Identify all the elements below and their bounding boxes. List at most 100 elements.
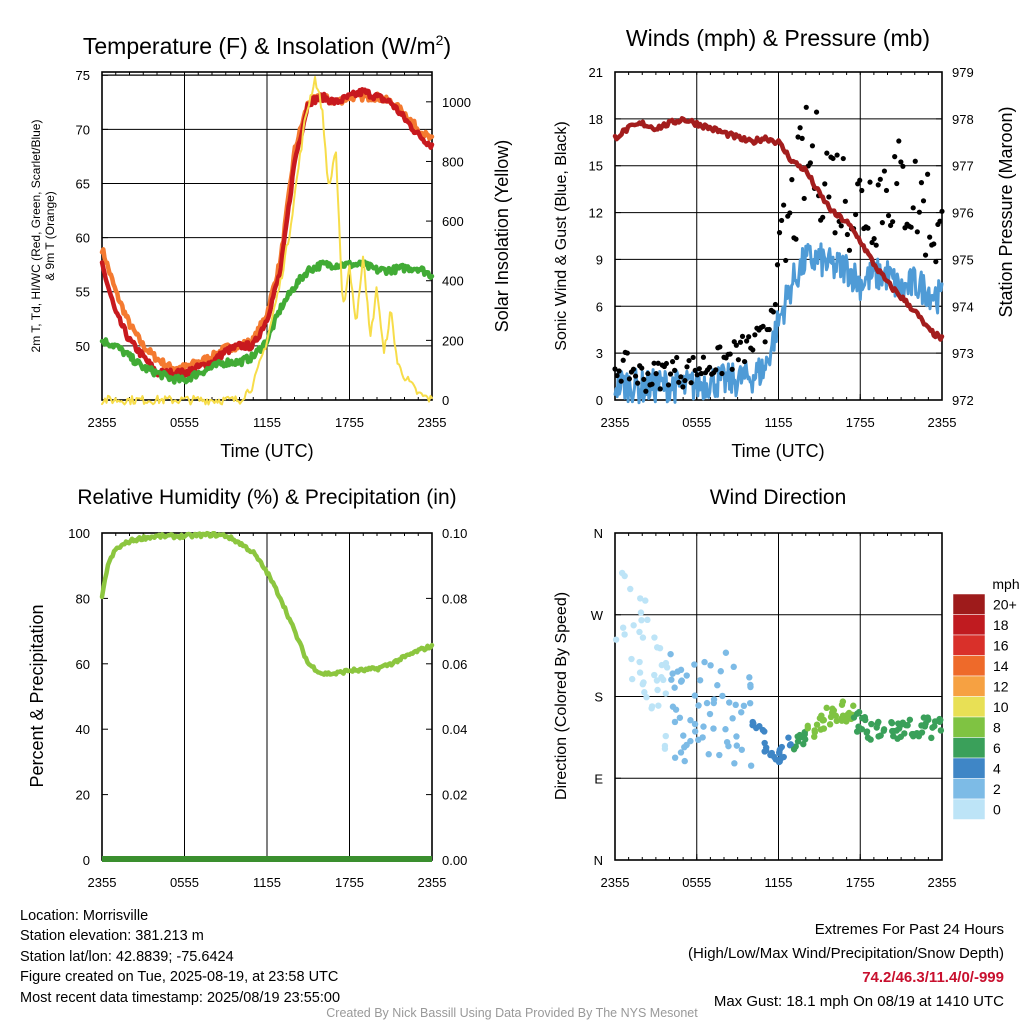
- wind-gust-point: [830, 155, 836, 162]
- wind-gust-point: [744, 338, 750, 344]
- wdir-point: [636, 628, 643, 636]
- rh-x-tick-label: 0555: [170, 875, 199, 890]
- wdir-point: [761, 739, 768, 747]
- temp-y2-tick-label: 1000: [442, 95, 471, 110]
- wdir-point: [630, 622, 637, 629]
- wind-gust-point: [674, 354, 680, 361]
- wdir-point: [844, 711, 852, 718]
- wdir-point: [747, 683, 754, 691]
- wind-gust-point: [645, 370, 651, 377]
- wind-gust-point: [920, 198, 927, 204]
- wdir-point: [651, 671, 658, 679]
- wind-gust-point: [752, 332, 758, 338]
- wind-gust-point: [741, 358, 748, 365]
- wdir-point: [676, 714, 684, 721]
- wdir-y-tick-label: N: [594, 526, 603, 541]
- wind-panel: 2355 0555 1155 1755 2355 0 3 6 9 12 15 18 21 972 973 97…: [553, 25, 1016, 461]
- wdir-x-tick-label: 0555: [682, 875, 711, 890]
- wdir-point: [660, 676, 667, 684]
- rh-y-tick-label: 20: [76, 788, 90, 803]
- wdir-legend-label: 4: [993, 760, 1001, 776]
- wind-y-tick-label: 15: [589, 159, 603, 174]
- wdir-point: [677, 666, 685, 674]
- wind-gust-point: [865, 225, 871, 231]
- rh-y2-tick-label: 0.02: [442, 788, 467, 803]
- wdir-point: [928, 734, 935, 742]
- wind-gust-point: [931, 241, 937, 247]
- station-info: Location: Morrisville Station elevation:…: [20, 906, 340, 1008]
- wdir-point: [662, 732, 669, 740]
- wdir-point: [719, 692, 726, 700]
- wind-gust-point: [783, 257, 789, 264]
- wdir-point: [638, 616, 645, 624]
- wdir-point: [863, 729, 870, 736]
- wind-gust-point: [908, 224, 914, 230]
- wdir-point: [827, 713, 835, 721]
- wdir-point: [811, 727, 818, 734]
- wind-gust-point: [894, 180, 900, 187]
- wind-y2-tick-label: 973: [952, 346, 974, 361]
- temp-chart-title: Temperature (F) & Insolation (W/m2): [83, 32, 451, 59]
- temp-y-tick-label: 55: [76, 285, 90, 300]
- wdir-point: [677, 678, 685, 685]
- wind-gust-point: [824, 150, 830, 156]
- wdir-point: [671, 718, 679, 726]
- extremes-values: 74.2/46.3/11.4/0/-999: [862, 969, 1004, 986]
- wdir-point: [696, 677, 704, 684]
- wind-y2-tick-label: 976: [952, 206, 974, 221]
- wind-gust-point: [672, 367, 678, 373]
- wdir-point: [929, 724, 936, 731]
- wind-gust-point: [807, 160, 813, 166]
- extremes-title: Extremes For Past 24 Hours: [814, 921, 1004, 938]
- wind-gust-point: [883, 187, 890, 194]
- wind-gust-point: [781, 202, 787, 208]
- wind-gust-point: [686, 357, 692, 364]
- wdir-point: [663, 664, 671, 671]
- wind-gust-point: [885, 212, 892, 219]
- wind-gust-point: [776, 229, 783, 236]
- wdir-point: [875, 733, 882, 740]
- wind-gust-point: [900, 163, 906, 169]
- wind-gust-point: [809, 143, 816, 149]
- wind-gust-point: [684, 364, 690, 370]
- wdir-legend-swatch: [952, 757, 986, 779]
- wdir-point: [627, 585, 634, 593]
- wind-gust-point: [678, 374, 684, 380]
- wdir-point: [867, 736, 874, 743]
- wdir-point: [804, 722, 811, 730]
- rh-x-tick-label: 1755: [335, 875, 364, 890]
- wind-gust-point: [803, 104, 809, 110]
- wdir-legend-title: mph: [992, 576, 1019, 592]
- wdir-point: [740, 702, 748, 710]
- wdir-point: [644, 616, 651, 624]
- wdir-point: [908, 731, 916, 738]
- rh-x-tick-label: 2355: [88, 875, 117, 890]
- temp-y2-tick-label: 800: [442, 154, 464, 169]
- wdir-point: [823, 704, 830, 712]
- wdir-point: [641, 689, 648, 696]
- wind-gust-point: [925, 171, 931, 177]
- wdir-chart-title: Wind Direction: [710, 486, 847, 509]
- wdir-point: [723, 738, 731, 746]
- wind-gust-point: [682, 377, 688, 384]
- wind-gust-point: [692, 367, 698, 374]
- wind-gust-point: [892, 154, 898, 160]
- temp-y-tick-label: 60: [76, 231, 90, 246]
- wdir-y-tick-label: E: [594, 771, 603, 786]
- wind-gust-point: [618, 378, 624, 384]
- wind-gust-point: [713, 367, 719, 373]
- wdir-point: [811, 733, 818, 740]
- wind-gust-point: [665, 382, 672, 388]
- wind-gust-point: [916, 209, 922, 215]
- wind-gust-point: [840, 155, 846, 162]
- wdir-legend-label: 6: [993, 740, 1001, 756]
- wdir-point: [861, 714, 869, 721]
- wind-gust-point: [846, 247, 853, 253]
- wind-y-axis-label: Sonic Wind & Gust (Blue, Black): [553, 121, 570, 350]
- wdir-point: [671, 754, 679, 761]
- wind-gust-point: [787, 210, 793, 216]
- wdir-point: [826, 721, 834, 728]
- wdir-point: [731, 760, 738, 767]
- wdir-point: [858, 725, 866, 733]
